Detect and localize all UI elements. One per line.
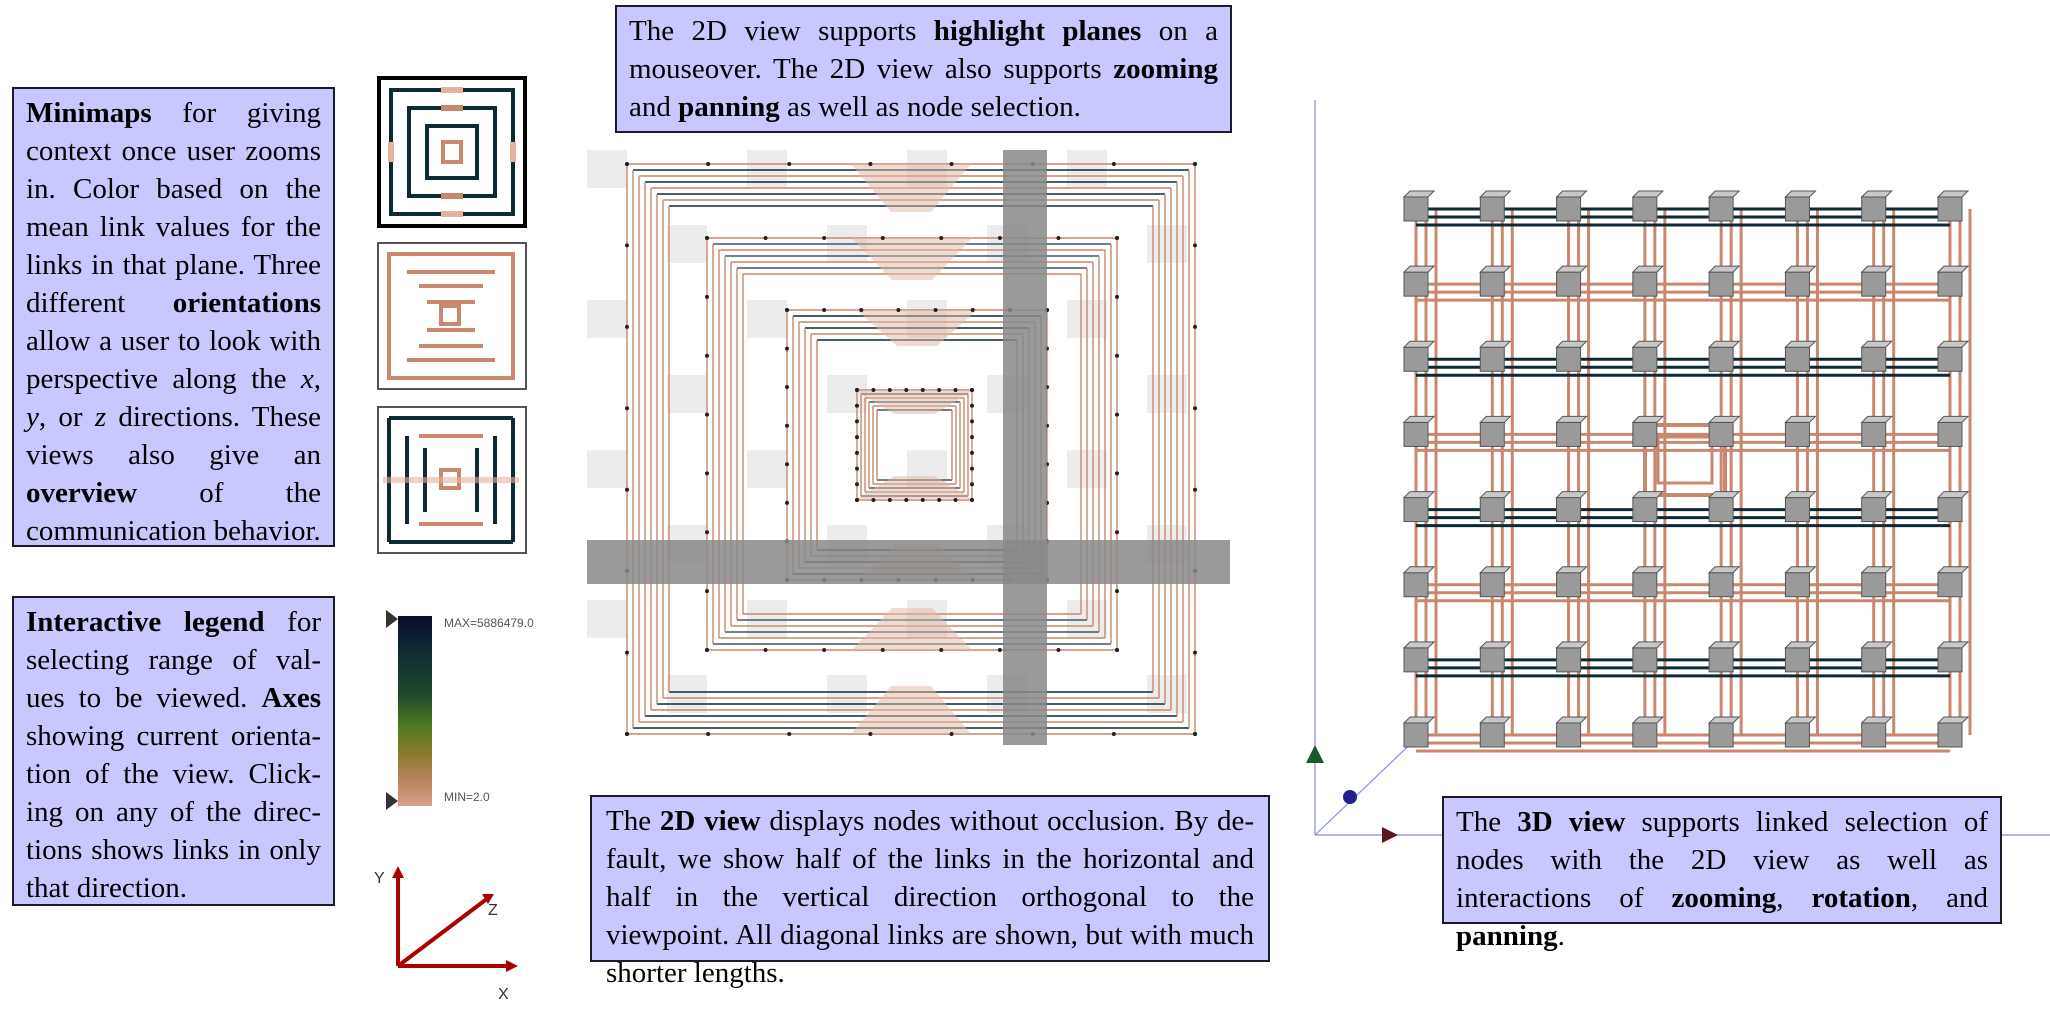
minimap-y-icon: [387, 252, 515, 380]
axis-y-label[interactable]: Y: [374, 870, 385, 887]
minimap-x-view[interactable]: [377, 76, 527, 228]
view-3d-nodes: [1402, 190, 1970, 748]
legend-gradient-bar: [398, 616, 432, 806]
view2d-top-note: The 2D view supports highlight planes on…: [615, 5, 1232, 133]
highlight-plane-vertical: [1003, 150, 1047, 745]
axis-x-label[interactable]: X: [498, 986, 509, 1003]
color-legend[interactable]: MAX=5886479.0 MIN=2.0: [384, 610, 554, 810]
legend-note: Interactive legend for selecting range o…: [12, 596, 335, 906]
minimaps-note: Minimaps for giving context once user zo…: [12, 87, 335, 547]
legend-max-label: MAX=5886479.0: [444, 616, 534, 630]
axis-z-line[interactable]: [396, 896, 490, 968]
highlight-plane-horizontal: [587, 540, 1230, 584]
legend-min-handle-icon[interactable]: [386, 792, 398, 810]
axis-y-arrow-icon[interactable]: [392, 866, 404, 878]
view-3d-network: [1402, 190, 1972, 753]
minimap-z-view[interactable]: [377, 406, 527, 554]
view-2d-network: [625, 162, 1197, 736]
axis-x-arrow-icon[interactable]: [506, 960, 518, 972]
view-2d-canvas[interactable]: [587, 150, 1230, 745]
legend-min-label: MIN=2.0: [444, 790, 490, 804]
view-3d[interactable]: [1300, 95, 2050, 855]
view2d-bottom-note: The 2D view displays nodes without occlu…: [590, 795, 1270, 989]
view3d-note: The 3D view supports linked selection of…: [1442, 796, 2002, 952]
axes-widget: Y Z X: [370, 862, 530, 1008]
view-3d-z-axis-sphere-icon: [1343, 790, 1357, 804]
legend-max-handle-icon[interactable]: [386, 610, 398, 628]
view-3d-y-axis-cone-icon: [1306, 745, 1324, 763]
minimap-y-view[interactable]: [377, 242, 527, 390]
axis-z-arrow-icon[interactable]: [482, 894, 494, 904]
view-3d-x-axis-cone-icon: [1382, 827, 1398, 843]
view-2d[interactable]: [587, 150, 1230, 745]
color-legend-graphic: [398, 616, 432, 806]
view-3d-canvas[interactable]: [1300, 95, 2050, 855]
minimap-x-icon: [388, 87, 516, 217]
axis-z-label[interactable]: Z: [488, 902, 498, 919]
minimap-z-icon: [383, 416, 519, 544]
